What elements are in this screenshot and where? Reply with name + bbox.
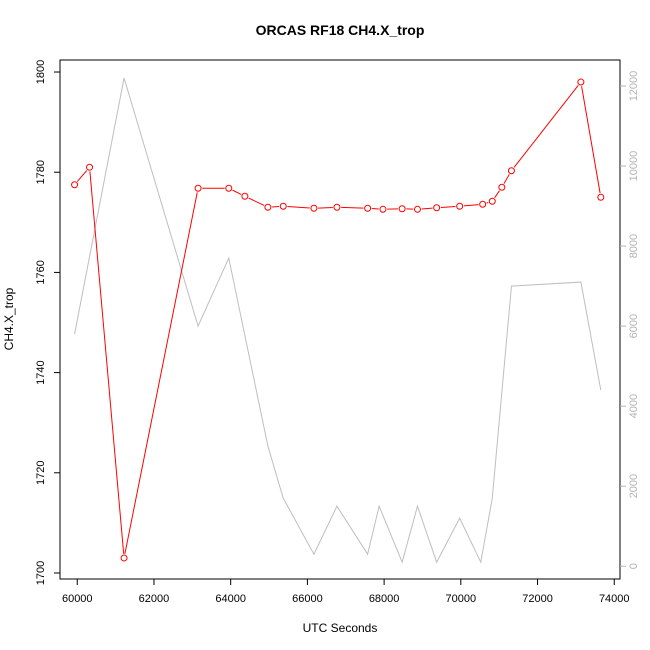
y-tick-label: 1740 — [35, 360, 47, 384]
ch4-point — [279, 202, 287, 210]
ch4-line-segment — [318, 206, 333, 209]
x-tick-label: 68000 — [369, 593, 400, 605]
ch4-line-segment — [89, 171, 125, 554]
x-axis-label: UTC Seconds — [303, 621, 378, 635]
x-tick-label: 74000 — [599, 593, 630, 605]
y2-tick-label: 8000 — [628, 234, 640, 258]
y2-tick-label: 0 — [628, 563, 640, 569]
ch4-point — [120, 554, 128, 562]
ch4-line-segment — [463, 204, 479, 207]
ch4-point — [241, 192, 249, 200]
y2-tick-label: 2000 — [628, 474, 640, 498]
y-tick-label: 1760 — [35, 260, 47, 284]
ch4-point — [577, 78, 585, 86]
ch4-line-segment — [440, 206, 456, 209]
y2-tick-label: 10000 — [628, 151, 640, 182]
x-tick-label: 60000 — [62, 593, 93, 605]
ch4-line-segment — [232, 189, 242, 195]
y-tick-label: 1720 — [35, 461, 47, 485]
ch4-point — [71, 181, 79, 189]
ch4-line-segment — [421, 207, 433, 210]
x-tick-label: 62000 — [139, 593, 170, 605]
y-tick-label: 1780 — [35, 160, 47, 184]
ch4-point — [488, 197, 496, 205]
ch4-line-segment — [503, 174, 510, 184]
x-axis: 60000 62000 64000 66000 68000 70000 72000 74000 — [62, 579, 630, 605]
ch4-point — [310, 204, 318, 212]
ch4-line-segment — [287, 206, 310, 209]
ch4-point — [507, 167, 515, 175]
ch4-point — [498, 183, 506, 191]
y-axis-left: 1700 1720 1740 1760 1780 1800 — [35, 60, 60, 585]
ch4-line-segment — [124, 192, 198, 554]
ch4-point — [379, 205, 387, 213]
y-tick-label: 1800 — [35, 60, 47, 84]
ch4-line-segment — [341, 206, 364, 209]
ch4-line-segment — [581, 86, 601, 194]
ch4-point — [413, 205, 421, 213]
series-layer — [71, 77, 605, 564]
ch4-point — [333, 203, 341, 211]
ch4-line-segment — [494, 190, 500, 199]
ch4-point — [597, 193, 605, 201]
x-tick-label: 72000 — [522, 593, 553, 605]
x-tick-label: 66000 — [292, 593, 323, 605]
ch4-line-segment — [248, 197, 265, 206]
ch4-point — [456, 202, 464, 210]
ch4-point — [264, 203, 272, 211]
y2-tick-label: 4000 — [628, 394, 640, 418]
altitude-line — [74, 77, 602, 564]
ch4-point — [364, 204, 372, 212]
ch4-point — [398, 205, 406, 213]
plot-frame — [59, 59, 621, 580]
y2-tick-label: 12000 — [628, 71, 640, 102]
chart-title: ORCAS RF18 CH4.X_trop — [256, 22, 425, 38]
x-tick-label: 70000 — [446, 593, 477, 605]
ch4-point — [433, 204, 441, 212]
y-axis-right: 0 2000 4000 6000 8000 10000 12000 — [620, 71, 640, 569]
y-axis-label: CH4.X_trop — [2, 287, 16, 350]
ch4-point — [194, 184, 202, 192]
x-tick-label: 64000 — [215, 593, 246, 605]
ch4-point — [479, 200, 487, 208]
ch4-point — [86, 163, 94, 171]
ch4-line-segment — [513, 85, 579, 168]
y-tick-label: 1700 — [35, 561, 47, 585]
ch4-point — [225, 184, 233, 192]
ch4-line-segment — [76, 170, 88, 182]
y2-tick-label: 6000 — [628, 314, 640, 338]
